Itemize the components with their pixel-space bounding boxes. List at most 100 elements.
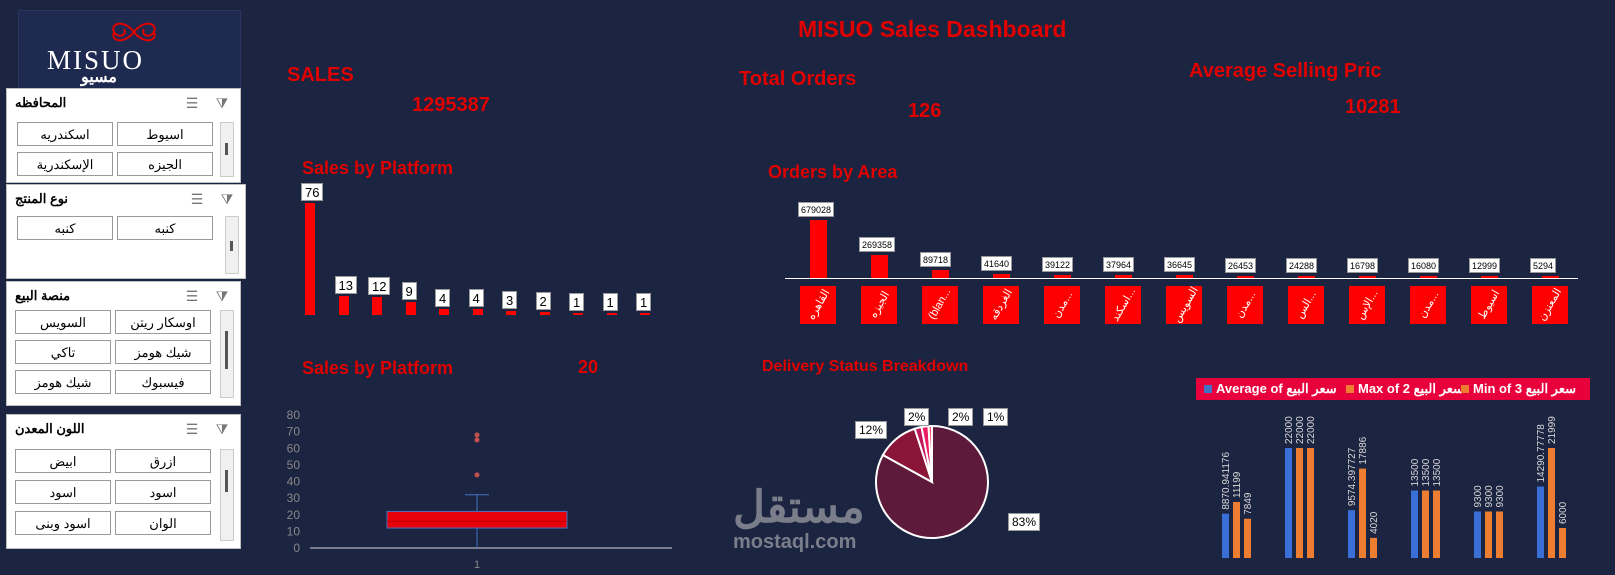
price-bar <box>1370 537 1377 558</box>
slicer-product-type: نوع المنتج ☰ ⧩ كنبه كنبه <box>6 184 246 279</box>
platform-bar-label: 4 <box>468 289 484 308</box>
slicer-item[interactable]: ازرق <box>115 449 211 473</box>
platform-bar-label: 4 <box>435 289 451 308</box>
watermark: مستقل mostaql.com <box>733 485 865 554</box>
slicer-item[interactable]: الإسكندرية <box>17 152 113 176</box>
logo-brand-arabic: مسيو <box>81 69 117 86</box>
box-y-tick: 70 <box>287 425 301 439</box>
slicer-scrollbar[interactable] <box>220 122 234 177</box>
platform-bar <box>405 301 416 315</box>
slicer-item[interactable]: كنبه <box>117 216 213 240</box>
price-bar <box>1411 490 1418 558</box>
area-bar-label: 16798 <box>1347 258 1379 273</box>
area-bar-label: 269358 <box>859 236 896 252</box>
area-category-label: السويس <box>1166 285 1202 325</box>
multi-select-icon[interactable]: ☰ <box>185 288 199 304</box>
area-category-label: (blan... <box>922 286 958 324</box>
watermark-english: mostaql.com <box>733 531 857 553</box>
price-bar-label: 13500 <box>1421 458 1432 486</box>
price-bar-label: 22000 <box>1306 416 1317 444</box>
multi-select-icon[interactable]: ☰ <box>190 191 204 207</box>
slicer-scrollbar[interactable] <box>220 449 234 541</box>
area-bar-label: 16080 <box>1408 258 1440 273</box>
slicer-item[interactable]: الجيزه <box>117 152 213 176</box>
slicer-item[interactable]: اسود <box>115 480 211 504</box>
pie-slice-label: 12% <box>855 421 888 439</box>
slicer-metal-color-title: اللون المعدن <box>15 421 85 436</box>
slicer-item[interactable]: اسود <box>15 480 111 504</box>
clear-filter-icon[interactable]: ⧩ <box>215 421 229 437</box>
area-bar <box>1298 275 1315 278</box>
area-bar-label: 39122 <box>1042 256 1074 272</box>
area-category-label: الس... <box>1288 286 1324 324</box>
slicer-item[interactable]: الوان <box>115 511 211 535</box>
box-chart-value: 20 <box>578 357 599 377</box>
price-bar-label: 6000 <box>1558 501 1569 524</box>
price-bar-label: 9574.397727 <box>1347 447 1358 506</box>
platform-bar <box>573 313 583 315</box>
slicer-product-type-title: نوع المنتج <box>15 191 69 206</box>
platform-bar-label: 1 <box>569 293 585 311</box>
price-bar-label: 8870.941176 <box>1221 452 1232 510</box>
price-bar-label: 4020 <box>1369 511 1380 534</box>
price-bar <box>1307 448 1314 558</box>
price-bar-label: 11199 <box>1232 471 1243 498</box>
box-y-tick: 30 <box>287 491 301 505</box>
logo-brand-text: MISUO <box>47 45 145 75</box>
legend-swatch <box>1346 385 1354 393</box>
area-category-label: الإس... <box>1349 286 1385 324</box>
legend-item-max: Max of 2 سعر البيع <box>1346 381 1464 397</box>
slicer-item[interactable]: فيسبوك <box>115 370 211 394</box>
slicer-item[interactable]: اسكندريه <box>17 122 113 146</box>
legend-item-min: Min of 3 سعر البيع <box>1461 381 1576 397</box>
slicer-item[interactable]: شيك هومز <box>115 340 211 364</box>
platform-bar <box>539 312 550 315</box>
legend-swatch <box>1461 385 1469 393</box>
platform-bar <box>472 309 483 315</box>
kpi-asp-value: 10281 <box>1345 96 1401 118</box>
platform-bar-label: 2 <box>535 292 551 311</box>
box-y-tick: 50 <box>287 458 301 472</box>
pie-slice <box>927 424 933 483</box>
price-bar-label: 9300 <box>1495 485 1506 508</box>
price-bar-label: 22000 <box>1284 416 1295 444</box>
price-bar <box>1244 518 1251 558</box>
slicer-scrollbar[interactable] <box>225 216 239 274</box>
legend-swatch <box>1204 385 1212 393</box>
pie-chart-title: Delivery Status Breakdown <box>762 358 969 375</box>
box-y-tick: 10 <box>287 524 301 538</box>
price-bar-label: 14290.77778 <box>1536 424 1547 483</box>
slicer-item[interactable]: شيك هومز <box>15 370 111 394</box>
platform-bar-label: 1 <box>602 293 618 311</box>
area-bar <box>1359 276 1376 278</box>
slicer-item[interactable]: اسيوط <box>117 122 213 146</box>
platform-bar <box>606 313 617 315</box>
price-bar-label: 9300 <box>1484 485 1495 508</box>
slicer-item[interactable]: السويس <box>15 310 111 334</box>
clear-filter-icon[interactable]: ⧩ <box>220 191 234 207</box>
clear-filter-icon[interactable]: ⧩ <box>215 288 229 304</box>
slicer-item[interactable]: اسود وبنى <box>15 511 111 535</box>
slicer-item[interactable]: تاكي <box>15 340 111 364</box>
price-bar-label: 21999 <box>1547 416 1558 444</box>
slicer-item[interactable]: اوسكار ريتن <box>115 310 211 334</box>
area-bar-label: 26453 <box>1225 257 1257 273</box>
kpi-orders-label: Total Orders <box>739 68 857 90</box>
area-bar-label: 5294 <box>1530 258 1557 273</box>
clear-filter-icon[interactable]: ⧩ <box>215 95 229 111</box>
platform-bar <box>506 310 516 315</box>
multi-select-icon[interactable]: ☰ <box>185 421 199 437</box>
area-bar <box>1176 274 1193 278</box>
multi-select-icon[interactable]: ☰ <box>185 95 199 111</box>
box-iqr <box>386 510 568 529</box>
platform-bar-label: 3 <box>502 290 518 309</box>
slicer-item[interactable]: ابيض <box>15 449 111 473</box>
area-bar <box>1054 274 1071 278</box>
slicer-scrollbar[interactable] <box>220 310 234 398</box>
slicer-item[interactable]: كنبه <box>17 216 113 240</box>
platform-bar <box>640 313 650 315</box>
platform-bar <box>372 297 382 315</box>
box-outlier <box>474 437 480 443</box>
price-bar <box>1348 510 1355 558</box>
